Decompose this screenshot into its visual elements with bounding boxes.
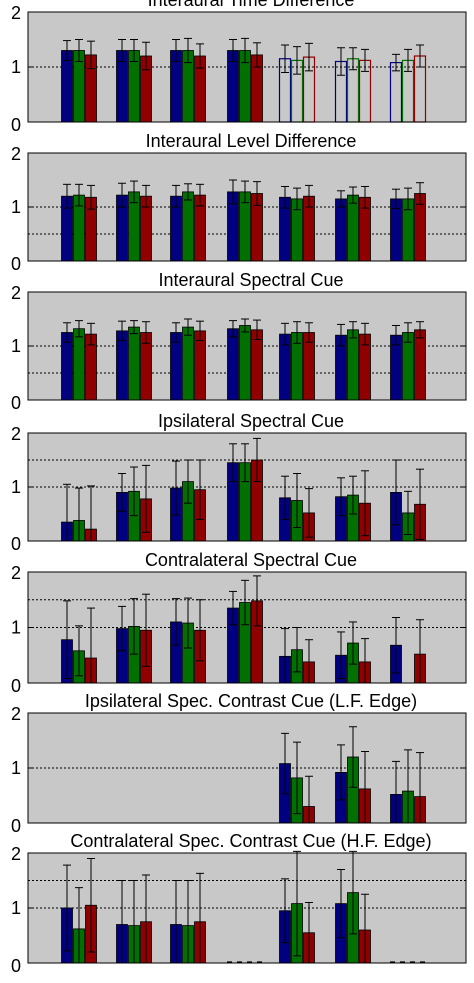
panel-5: 0 1 2 Contralateral Spectral Cue [11,550,467,696]
bar [347,329,359,401]
bar [182,326,194,401]
chart-title: Contralateral Spectral Cue [145,550,357,570]
bar [194,330,206,401]
bar [347,194,359,262]
y-tick-label: 0 [11,816,21,836]
y-tick-label: 0 [11,676,21,696]
y-tick-label: 1 [11,898,21,918]
y-tick-label: 0 [11,393,21,413]
y-tick-label: 1 [11,57,21,77]
panel-7: 0 1 2 Contralateral Spec. Contrast Cue (H.F… [11,831,467,976]
panel-1: 0 1 2 Interaural Time Difference [11,0,467,135]
chart-title: Interaural Spectral Cue [158,270,343,290]
y-tick-label: 1 [11,618,21,638]
bar [73,328,85,401]
bar [335,198,347,262]
panel-3: 0 1 2 Interaural Spectral Cue [11,270,467,413]
panel-6: 0 1 2 Ipsilateral Spec. Contrast Cue (L.F. … [11,691,467,836]
bar [251,329,263,401]
y-tick-label: 1 [11,336,21,356]
y-tick-label: 1 [11,758,21,778]
chart-title: Interaural Time Difference [148,0,355,10]
y-tick-label: 0 [11,254,21,274]
y-tick-label: 2 [11,144,21,164]
panel-2: 0 1 2 Interaural Level Difference [11,131,467,274]
y-tick-label: 2 [11,563,21,583]
bar [227,328,239,401]
y-tick-label: 0 [11,534,21,554]
y-tick-label: 1 [11,477,21,497]
chart-title: Ipsilateral Spec. Contrast Cue (L.F. Edg… [85,691,417,711]
bar [128,326,140,401]
bar [414,329,426,401]
chart-title: Ipsilateral Spectral Cue [158,411,344,431]
y-tick-label: 2 [11,283,21,303]
bar [239,325,251,401]
y-tick-label: 2 [11,3,21,23]
chart-title: Contralateral Spec. Contrast Cue (H.F. E… [70,831,431,851]
y-tick-label: 0 [11,115,21,135]
y-tick-label: 2 [11,844,21,864]
bar [116,330,128,401]
y-tick-label: 0 [11,956,21,976]
y-tick-label: 2 [11,704,21,724]
panel-4: 0 1 2 Ipsilateral Spectral Cue [11,411,467,554]
y-tick-label: 2 [11,424,21,444]
bar [61,50,73,123]
chart-title: Interaural Level Difference [146,131,357,151]
bar [182,191,194,262]
y-tick-label: 1 [11,197,21,217]
